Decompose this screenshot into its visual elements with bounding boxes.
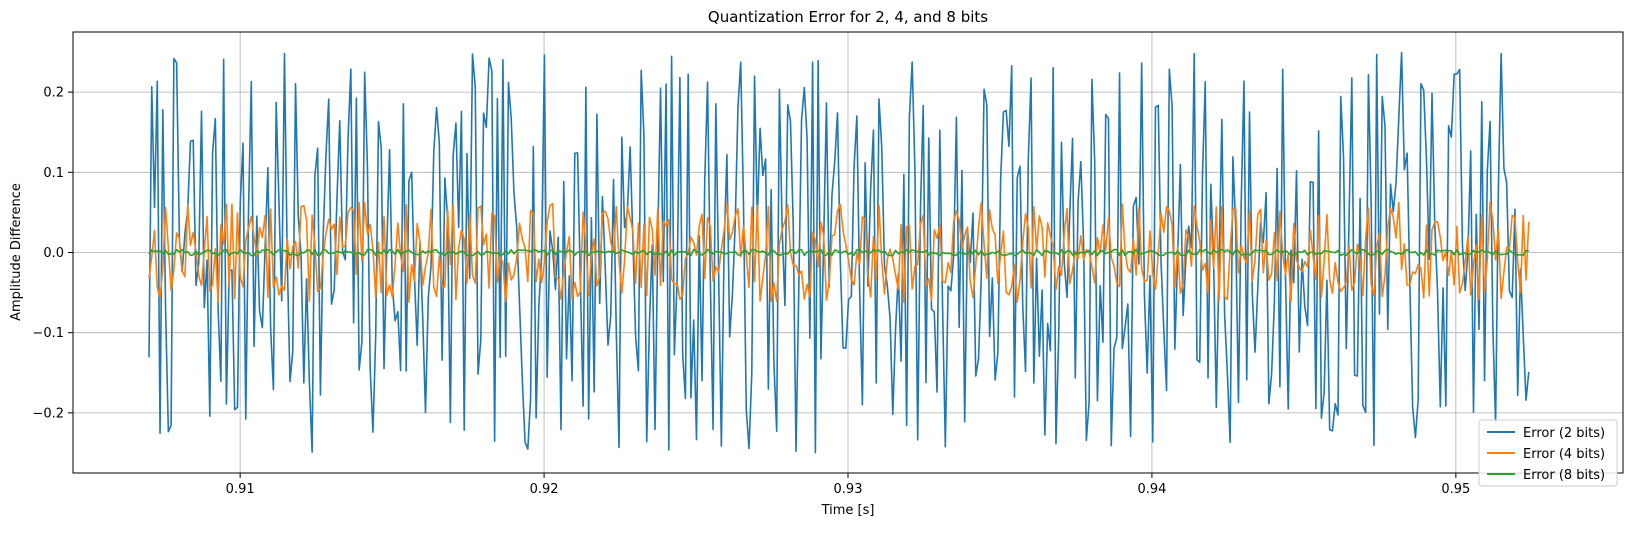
y-tick-label: 0.0 xyxy=(43,246,64,261)
y-axis-label: Amplitude Difference xyxy=(9,183,24,321)
y-tick-label: 0.2 xyxy=(43,86,64,101)
chart-title: Quantization Error for 2, 4, and 8 bits xyxy=(708,8,988,26)
x-tick-label: 0.91 xyxy=(226,482,255,497)
x-axis-ticks: 0.91 0.92 0.93 0.94 0.95 xyxy=(226,473,1470,497)
legend: Error (2 bits) Error (4 bits) Error (8 b… xyxy=(1478,419,1618,487)
y-tick-label: 0.1 xyxy=(43,166,64,181)
legend-label-8-bits: Error (8 bits) xyxy=(1523,468,1605,483)
legend-label-2-bits: Error (2 bits) xyxy=(1523,426,1605,441)
y-axis-ticks: −0.2 −0.1 0.0 0.1 0.2 xyxy=(32,86,73,421)
x-tick-label: 0.93 xyxy=(834,482,863,497)
series-lines xyxy=(148,51,1530,454)
series-line-8-bits xyxy=(148,248,1529,257)
x-tick-label: 0.94 xyxy=(1137,482,1166,497)
x-tick-label: 0.95 xyxy=(1441,482,1470,497)
x-tick-label: 0.92 xyxy=(530,482,559,497)
legend-box xyxy=(1478,419,1618,487)
legend-label-4-bits: Error (4 bits) xyxy=(1523,447,1605,462)
x-axis-label: Time [s] xyxy=(821,503,875,518)
y-tick-label: −0.1 xyxy=(32,326,64,341)
y-tick-label: −0.2 xyxy=(32,406,64,421)
series-line-2-bits xyxy=(148,51,1530,454)
